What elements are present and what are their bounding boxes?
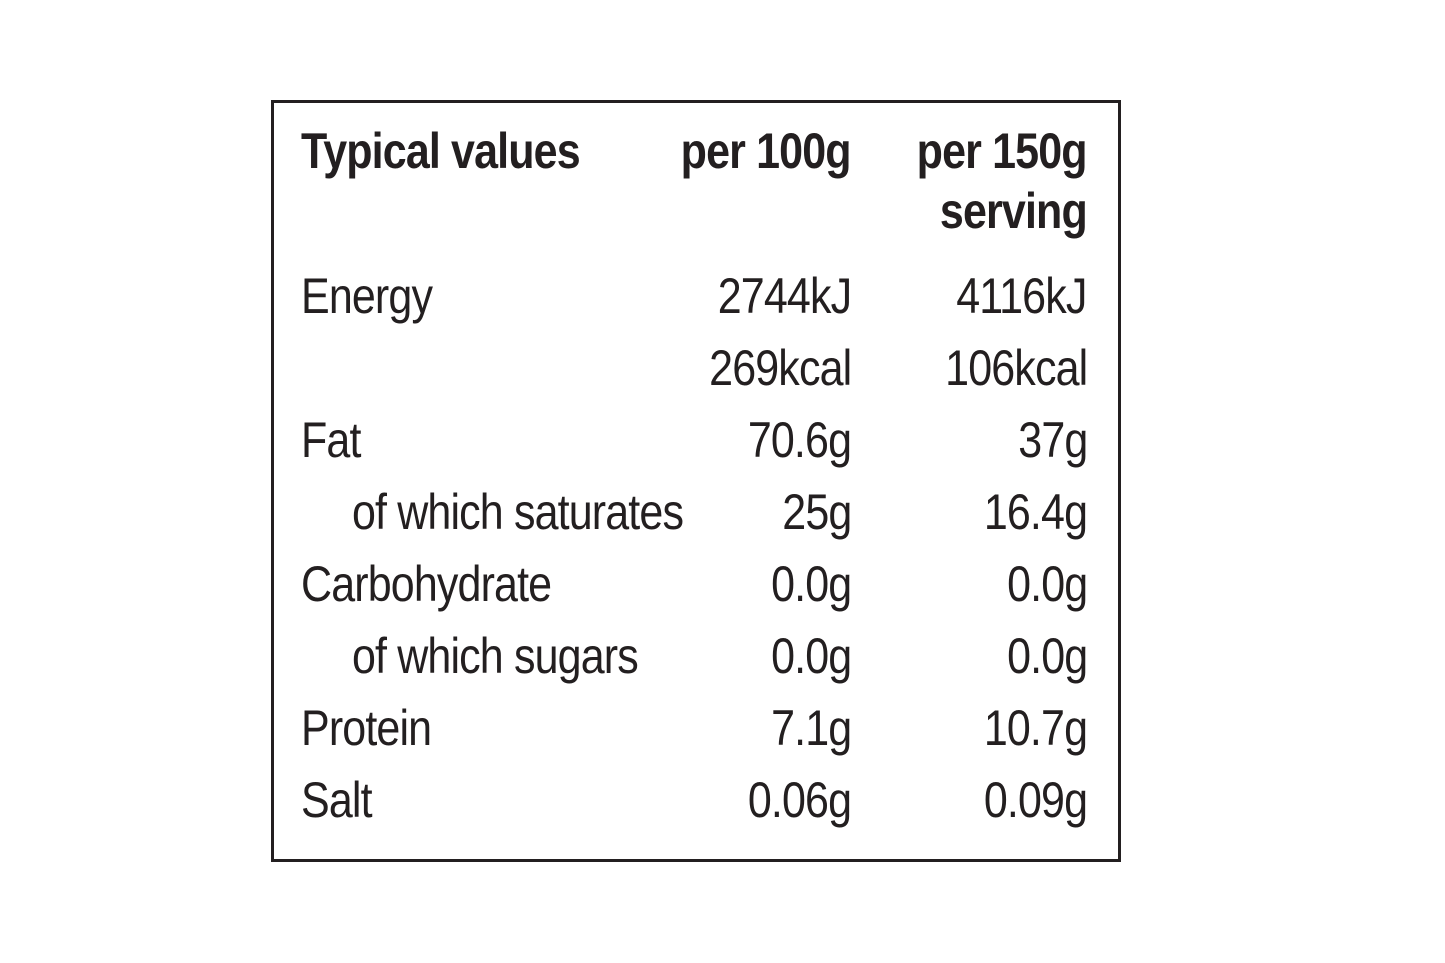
header-serving: serving — [940, 183, 1088, 239]
saturates-per-serving: 16.4g — [983, 484, 1088, 540]
saturates-per-100g: 25g — [781, 484, 852, 540]
energy-kcal-per-100g: 269kcal — [708, 340, 852, 396]
protein-per-serving: 10.7g — [983, 700, 1088, 756]
header-per-150g: per 150g — [917, 123, 1088, 179]
sugars-per-100g: 0.0g — [770, 628, 852, 684]
row-label-saturates: of which saturates — [352, 484, 684, 540]
row-label-salt: Salt — [301, 772, 373, 828]
row-label-sugars: of which sugars — [352, 628, 639, 684]
nutrition-table: Typical values per 100g per 150g serving… — [271, 100, 1121, 862]
salt-per-100g: 0.06g — [747, 772, 852, 828]
protein-per-100g: 7.1g — [770, 700, 852, 756]
header-typical-values: Typical values — [301, 123, 581, 179]
row-label-energy: Energy — [301, 268, 433, 324]
fat-per-serving: 37g — [1017, 412, 1088, 468]
energy-kj-per-100g: 2744kJ — [717, 268, 851, 324]
carbohydrate-per-serving: 0.0g — [1006, 556, 1088, 612]
row-label-protein: Protein — [301, 700, 432, 756]
carbohydrate-per-100g: 0.0g — [770, 556, 852, 612]
header-per-100g: per 100g — [681, 123, 852, 179]
salt-per-serving: 0.09g — [983, 772, 1088, 828]
fat-per-100g: 70.6g — [747, 412, 852, 468]
energy-kcal-per-serving: 106kcal — [944, 340, 1088, 396]
row-label-fat: Fat — [301, 412, 361, 468]
sugars-per-serving: 0.0g — [1006, 628, 1088, 684]
energy-kj-per-serving: 4116kJ — [956, 268, 1088, 324]
row-label-carbohydrate: Carbohydrate — [301, 556, 552, 612]
